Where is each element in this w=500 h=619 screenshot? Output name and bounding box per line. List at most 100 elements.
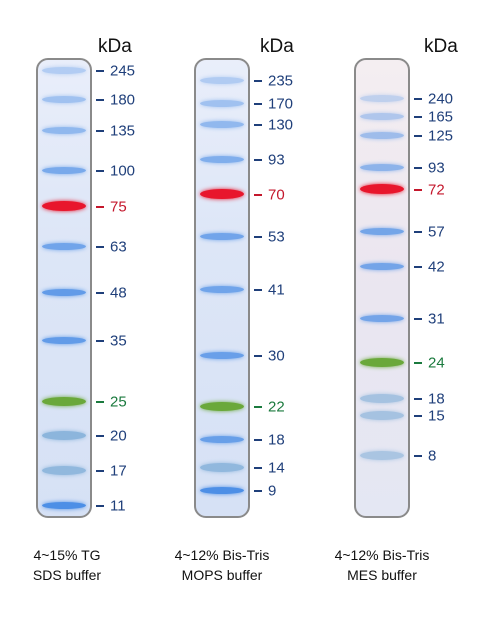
marker-label-135: 135 (110, 122, 136, 140)
marker-tick (96, 206, 104, 208)
marker-tick (96, 292, 104, 294)
marker-tick (96, 435, 104, 437)
marker-label-15: 15 (428, 407, 445, 425)
marker-tick (96, 505, 104, 507)
caption-line-1: 4~15% TG (33, 547, 101, 563)
marker-tick (414, 116, 422, 118)
marker-tick (254, 439, 262, 441)
marker-label-75: 75 (110, 198, 127, 216)
marker-label-165: 165 (428, 108, 454, 126)
caption-line-2: MOPS buffer (181, 567, 263, 583)
marker-label-24: 24 (428, 354, 445, 372)
band-30kda (200, 351, 244, 359)
band-9kda (200, 486, 244, 494)
marker-tick (254, 194, 262, 196)
marker-tick (414, 98, 422, 100)
marker-tick (254, 159, 262, 161)
gel-lane (194, 58, 250, 518)
band-170kda (200, 99, 244, 107)
marker-label-18: 18 (428, 390, 445, 408)
band-14kda (200, 462, 244, 472)
marker-tick (96, 70, 104, 72)
marker-tick (254, 490, 262, 492)
marker-tick (96, 470, 104, 472)
band-180kda (42, 95, 86, 103)
marker-label-245: 245 (110, 62, 136, 80)
marker-tick (254, 355, 262, 357)
marker-label-180: 180 (110, 91, 136, 109)
band-17kda (42, 465, 86, 475)
band-53kda (200, 232, 244, 240)
gel-caption: 4~12% Bis-Tris MOPS buffer (147, 545, 297, 585)
marker-label-30: 30 (268, 347, 285, 365)
marker-label-41: 41 (268, 281, 285, 299)
marker-label-8: 8 (428, 447, 437, 465)
band-72kda (360, 184, 404, 194)
marker-label-170: 170 (268, 95, 294, 113)
band-11kda (42, 501, 86, 509)
marker-label-53: 53 (268, 228, 285, 246)
gel-panel-mes: kDa 4~12% Bis-Tris MES buffer 240 165 125 9… (318, 0, 468, 619)
marker-label-9: 9 (268, 482, 277, 500)
band-15kda (360, 410, 404, 420)
band-245kda (42, 66, 86, 74)
marker-tick (96, 340, 104, 342)
band-25kda (42, 396, 86, 406)
band-22kda (200, 401, 244, 411)
gel-panel-mops: kDa 4~12% Bis-Tris MOPS buffer 235 170 130… (158, 0, 308, 619)
caption-line-2: MES buffer (347, 567, 417, 583)
marker-tick (96, 170, 104, 172)
marker-label-22: 22 (268, 398, 285, 416)
marker-tick (254, 406, 262, 408)
caption-line-1: 4~12% Bis-Tris (174, 547, 270, 563)
band-100kda (42, 166, 86, 174)
band-41kda (200, 285, 244, 293)
marker-label-240: 240 (428, 90, 454, 108)
unit-label: kDa (260, 36, 294, 57)
marker-label-93: 93 (428, 159, 445, 177)
marker-label-20: 20 (110, 427, 127, 445)
marker-label-31: 31 (428, 310, 445, 328)
unit-label: kDa (98, 36, 132, 57)
marker-label-63: 63 (110, 238, 127, 256)
band-31kda (360, 314, 404, 322)
marker-label-18: 18 (268, 431, 285, 449)
marker-tick (414, 167, 422, 169)
band-42kda (360, 262, 404, 270)
marker-label-130: 130 (268, 116, 294, 134)
marker-tick (414, 415, 422, 417)
band-135kda (42, 126, 86, 134)
band-20kda (42, 430, 86, 440)
marker-tick (414, 398, 422, 400)
band-165kda (360, 112, 404, 120)
marker-tick (414, 362, 422, 364)
marker-tick (96, 130, 104, 132)
marker-tick (96, 401, 104, 403)
marker-tick (254, 80, 262, 82)
band-93kda (200, 155, 244, 163)
marker-tick (414, 231, 422, 233)
marker-tick (254, 467, 262, 469)
band-125kda (360, 131, 404, 139)
marker-tick (254, 124, 262, 126)
band-48kda (42, 288, 86, 296)
marker-tick (414, 135, 422, 137)
gel-lane (36, 58, 92, 518)
marker-label-42: 42 (428, 258, 445, 276)
marker-label-48: 48 (110, 284, 127, 302)
band-18kda (360, 393, 404, 403)
band-75kda (42, 201, 86, 211)
band-57kda (360, 227, 404, 235)
marker-label-14: 14 (268, 459, 285, 477)
caption-line-1: 4~12% Bis-Tris (334, 547, 430, 563)
marker-label-125: 125 (428, 127, 454, 145)
marker-tick (414, 266, 422, 268)
band-130kda (200, 120, 244, 128)
marker-label-93: 93 (268, 151, 285, 169)
marker-label-72: 72 (428, 181, 445, 199)
marker-tick (254, 236, 262, 238)
band-70kda (200, 189, 244, 199)
marker-tick (414, 455, 422, 457)
marker-tick (414, 189, 422, 191)
gel-lane (354, 58, 410, 518)
